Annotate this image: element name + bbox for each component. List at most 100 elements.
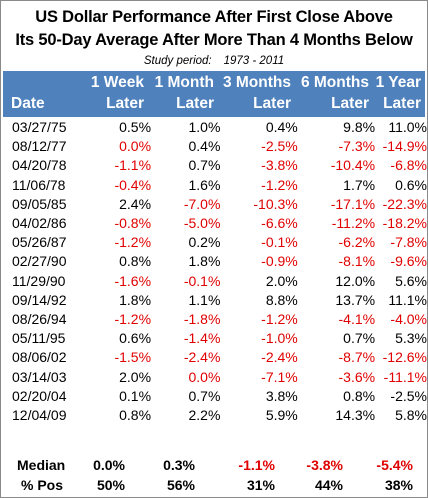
row-value: 1.8% [188, 253, 221, 270]
table-row: 04/20/78 -1.1% 0.7% -3.8% -10.4% -6.8% [1, 156, 427, 175]
row-value: 0.8% [343, 387, 376, 404]
row-value: 3.8% [265, 387, 298, 404]
row-value: 0.7% [343, 330, 376, 347]
title-line-2: Its 50-Day Average After More Than 4 Mon… [15, 31, 413, 49]
row-value: 0.7% [188, 387, 221, 404]
table-row: 11/06/78 -0.4% 1.6% -1.2% 1.7% 0.6% [1, 176, 427, 195]
table-row: 04/02/86 -0.8% -5.0% -6.6% -11.2% -18.2% [1, 214, 427, 233]
row-value: -7.0% [183, 195, 221, 212]
header-3-months-line2: Later [253, 95, 291, 112]
row-value: -10.3% [253, 195, 298, 212]
pct-pos-label: % Pos [21, 477, 64, 493]
performance-table: 03/27/75 0.5% 1.0% 0.4% 9.8% 11.0% 08/12/77 0.0… [1, 118, 427, 425]
row-date: 03/14/03 [12, 368, 67, 385]
row-value: -6.2% [338, 234, 376, 251]
row-date: 11/29/90 [12, 272, 66, 289]
header-1-year-line1: 1 Year [375, 74, 421, 91]
row-value: 5.6% [395, 272, 427, 289]
row-date: 08/26/94 [12, 311, 67, 328]
study-period-label: Study period: [143, 55, 212, 67]
median-3-months: -1.1% [238, 457, 275, 473]
pct-pos-6-months: 44% [314, 477, 343, 493]
row-value: -1.1% [114, 157, 152, 174]
table-row: 08/26/94 -1.2% -1.8% -1.2% -4.1% -4.0% [1, 310, 427, 329]
row-value: -1.2% [261, 311, 298, 328]
row-value: -1.6% [114, 272, 152, 289]
row-value: -11.1% [383, 368, 427, 385]
row-date: 09/05/85 [12, 195, 67, 212]
median-1-week: 0.0% [93, 457, 125, 473]
table-row: 03/14/03 2.0% 0.0% -7.1% -3.6% -11.1% [1, 368, 427, 387]
row-value: 11.1% [388, 291, 427, 308]
row-value: 2.0% [119, 368, 152, 385]
pct-pos-row: % Pos 50% 56% 31% 44% 38% [1, 475, 427, 495]
table-row: 05/26/87 -1.2% 0.2% -0.1% -6.2% -7.8% [1, 233, 427, 252]
row-value: 8.8% [265, 291, 298, 308]
row-value: -0.4% [114, 176, 152, 193]
row-value: -12.6% [382, 349, 427, 366]
row-date: 04/20/78 [12, 157, 67, 174]
row-date: 09/14/92 [12, 291, 67, 308]
row-value: -18.2% [382, 215, 427, 232]
row-value: -22.3% [382, 195, 427, 212]
row-value: -1.4% [183, 330, 221, 347]
median-1-year: -5.4% [376, 457, 413, 473]
header-1-month-line2: Later [176, 95, 214, 112]
row-value: 1.7% [343, 176, 376, 193]
row-value: 2.4% [119, 195, 152, 212]
row-value: -17.1% [330, 195, 376, 212]
table-row: 09/14/92 1.8% 1.1% 8.8% 13.7% 11.1% [1, 291, 427, 310]
row-date: 08/12/77 [12, 138, 67, 155]
header-6-months-line1: 6 Months [300, 74, 369, 91]
table-row: 05/11/95 0.6% -1.4% -1.0% 0.7% 5.3% [1, 329, 427, 348]
row-value: 1.1% [188, 291, 221, 308]
row-value: 2.2% [188, 407, 221, 424]
row-value: -5.0% [183, 215, 221, 232]
table-row: 08/06/02 -1.5% -2.4% -2.4% -8.7% -12.6% [1, 348, 427, 367]
study-period-value: 1973 - 2011 [223, 55, 285, 67]
row-value: -1.2% [114, 234, 152, 251]
row-value: -0.1% [183, 272, 221, 289]
table-header: Date 1 Week Later 1 Month Later 3 Months… [3, 71, 425, 117]
row-value: 12.0% [335, 272, 376, 289]
row-date: 04/02/86 [12, 215, 67, 232]
row-value: 0.0% [119, 138, 152, 155]
row-value: 0.8% [119, 407, 152, 424]
row-value: -10.4% [330, 157, 376, 174]
table-row: 09/05/85 2.4% -7.0% -10.3% -17.1% -22.3% [1, 195, 427, 214]
row-date: 12/04/09 [12, 407, 67, 424]
row-value: -7.3% [338, 138, 376, 155]
header-3-months-line1: 3 Months [222, 74, 291, 91]
row-value: 0.6% [119, 330, 152, 347]
pct-pos-1-year: 38% [384, 477, 413, 493]
row-value: -0.1% [261, 234, 298, 251]
row-value: 13.7% [335, 291, 376, 308]
row-value: 0.4% [188, 138, 221, 155]
row-value: 0.1% [119, 387, 152, 404]
title-line-1: US Dollar Performance After First Close … [35, 8, 393, 26]
row-value: 5.3% [395, 330, 427, 347]
table-row: 11/29/90 -1.6% -0.1% 2.0% 12.0% 5.6% [1, 272, 427, 291]
row-date: 02/20/04 [12, 387, 67, 404]
row-value: -0.8% [114, 215, 152, 232]
row-value: 0.0% [188, 368, 221, 385]
row-date: 03/27/75 [12, 119, 67, 135]
row-value: 1.0% [188, 119, 221, 135]
row-value: -1.2% [114, 311, 152, 328]
table-row: 02/27/90 0.8% 1.8% -0.9% -8.1% -9.6% [1, 252, 427, 271]
header-date: Date [11, 95, 45, 112]
header-1-month-line1: 1 Month [154, 74, 214, 91]
row-value: -1.2% [261, 176, 298, 193]
row-value: 5.8% [395, 407, 427, 424]
row-value: -0.9% [261, 253, 298, 270]
row-value: -7.8% [390, 234, 427, 251]
row-value: -4.0% [390, 311, 427, 328]
row-value: 11.0% [388, 119, 427, 135]
row-value: 5.9% [265, 407, 298, 424]
row-value: -2.4% [261, 349, 298, 366]
row-value: -2.4% [183, 349, 221, 366]
row-value: -3.6% [338, 368, 376, 385]
header-1-year-line2: Later [383, 95, 421, 112]
header-1-week-line2: Later [106, 95, 144, 112]
